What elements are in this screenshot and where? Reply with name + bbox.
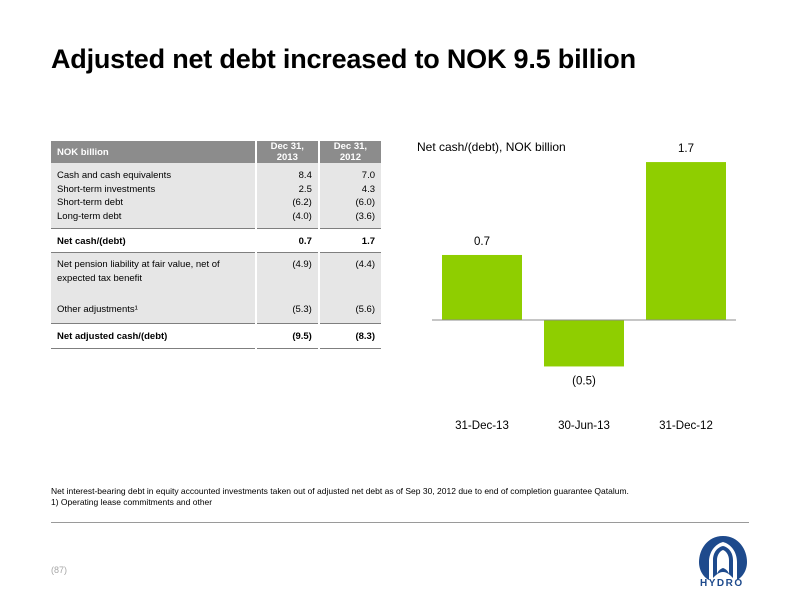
table-header-label: NOK billion <box>51 141 256 163</box>
table-cell-value: (6.0) <box>355 197 375 208</box>
table-cell-label: Other adjustments¹ <box>57 304 138 315</box>
footer-divider <box>51 522 749 523</box>
bar <box>646 162 726 320</box>
bar <box>544 320 624 367</box>
page-number: (87) <box>51 565 68 575</box>
table-cell-value: (8.3) <box>317 322 381 349</box>
table-row-adjustments: Net pension liability at fair value, net… <box>51 252 381 323</box>
table-cell-label: expected tax benefit <box>57 272 143 284</box>
table-cell-value: (5.6) <box>355 304 375 315</box>
table-cell-label: Net cash/(debt) <box>51 228 256 253</box>
bar-value-label: 1.7 <box>678 143 694 155</box>
table-header-col2: Dec 31, 2012 <box>317 141 381 163</box>
net-cash-bar-chart: 0.7 31-Dec-13 (0.5) 30-Jun-13 1.7 31-Dec-12 <box>432 143 736 432</box>
footnote-line: 1) Operating lease commitments and other <box>51 497 213 507</box>
page-title: Adjusted net debt increased to NOK 9.5 b… <box>51 44 636 74</box>
bar-value-label: 0.7 <box>474 236 490 248</box>
logo-text: HYDRO <box>700 578 744 589</box>
table-row-net-cash: Net cash/(debt) 0.7 1.7 <box>51 228 381 253</box>
table-header-row: NOK billion Dec 31, 2013 Dec 31, 2012 <box>51 141 381 163</box>
table-cell-value: (6.2) <box>292 197 312 208</box>
table-row-cash-items: Cash and cash equivalents Short-term inv… <box>51 163 381 229</box>
bar <box>442 254 522 320</box>
table-cell-value: 7.0 <box>361 170 375 181</box>
table-cell-value: (4.4) <box>355 259 375 270</box>
net-debt-table: NOK billion Dec 31, 2013 Dec 31, 2012 Ca… <box>51 141 381 349</box>
table-cell-value: (3.6) <box>355 210 375 222</box>
table-cell-value: (4.9) <box>292 259 312 270</box>
footnotes: Net interest-bearing debt in equity acco… <box>51 486 629 508</box>
table-cell-value: (4.0) <box>292 210 312 222</box>
x-tick-label: 31-Dec-13 <box>455 420 509 432</box>
table-cell-value: (5.3) <box>292 304 312 315</box>
table-row-net-adjusted: Net adjusted cash/(debt) (9.5) (8.3) <box>51 322 381 349</box>
table-cell-value: 0.7 <box>254 228 319 253</box>
table-cell-label: Short-term debt <box>57 197 123 208</box>
x-tick-label: 31-Dec-12 <box>659 420 713 432</box>
chart-title: Net cash/(debt), NOK billion <box>417 140 566 154</box>
table-cell-label: Net adjusted cash/(debt) <box>51 322 256 349</box>
table-cell-label: Net pension liability at fair value, net… <box>57 259 220 270</box>
bar-value-label: (0.5) <box>572 375 596 387</box>
table-cell-value: (9.5) <box>254 322 319 349</box>
table-header-col1: Dec 31, 2013 <box>254 141 319 163</box>
hydro-logo-icon <box>699 536 747 580</box>
x-tick-label: 30-Jun-13 <box>558 420 610 432</box>
table-cell-label: Long-term debt <box>57 210 122 222</box>
table-cell-label: Cash and cash equivalents <box>57 170 172 181</box>
table-cell-value: 8.4 <box>298 170 312 181</box>
footnote-line: Net interest-bearing debt in equity acco… <box>51 486 629 496</box>
table-cell-value: 2.5 <box>298 183 312 195</box>
table-cell-value: 4.3 <box>361 183 375 195</box>
table-cell-value: 1.7 <box>317 228 381 253</box>
table-cell-label: Short-term investments <box>57 183 156 195</box>
